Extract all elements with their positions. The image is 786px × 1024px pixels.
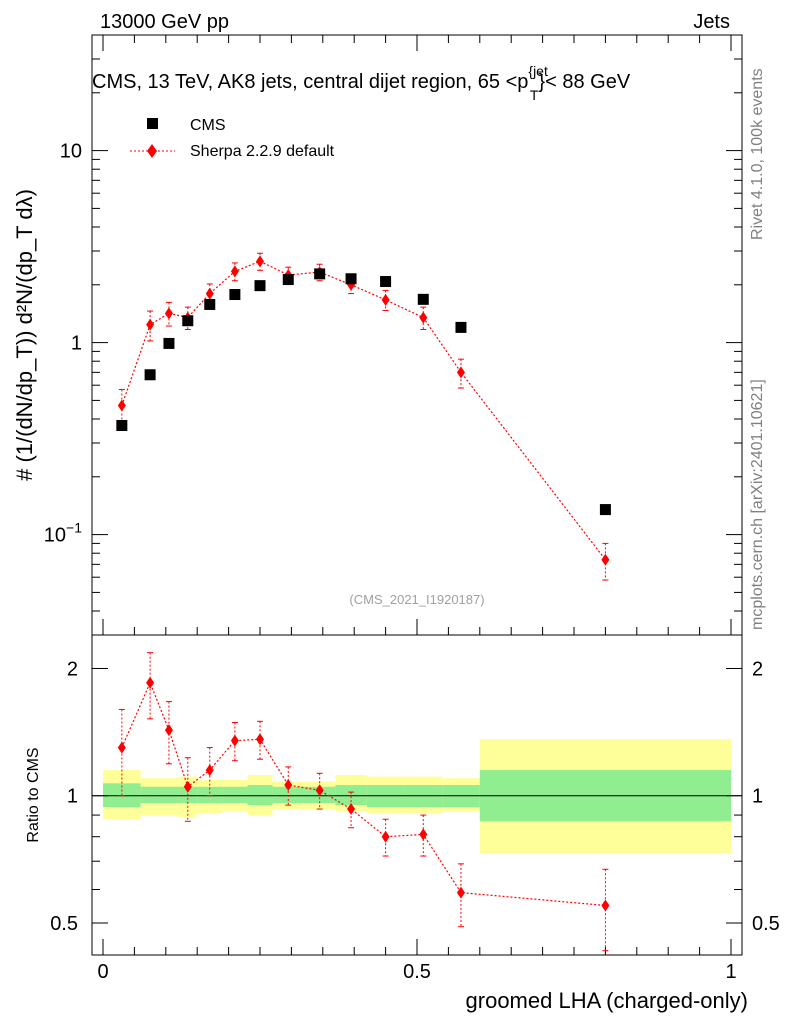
sherpa-point	[164, 307, 173, 320]
cms-point	[345, 273, 357, 285]
ratio-point	[419, 828, 428, 841]
sherpa-line	[121, 260, 606, 561]
sherpa-point	[601, 553, 610, 566]
ratio-point	[146, 676, 155, 689]
cms-point	[144, 369, 156, 381]
ratio-y-tick-label-right: 1	[752, 786, 763, 808]
cms-point	[380, 276, 392, 288]
x-tick-label: 0	[97, 961, 108, 983]
ratio-point	[315, 784, 324, 797]
ratio-y-label: Ratio to CMS	[25, 747, 42, 842]
y-tick-label: 10	[60, 141, 82, 163]
side-label-top: Rivet 4.1.0, 100k events	[749, 68, 766, 240]
tick-exp: −1	[66, 520, 82, 536]
ratio-y-tick-label: 1	[67, 786, 78, 808]
stat-band	[247, 785, 273, 806]
title-part: CMS, 13 TeV, AK8 jets, central dijet reg…	[92, 71, 528, 93]
sherpa-point	[230, 265, 239, 278]
legend: CMS Sherpa 2.2.9 default	[130, 117, 335, 160]
tick-base: 10	[44, 525, 66, 547]
y-tick-label: 1	[71, 333, 82, 355]
sherpa-point	[456, 366, 465, 379]
sherpa-point	[419, 311, 428, 324]
stat-band	[140, 786, 160, 804]
y-axis-title: # (1/(dN/dp_T)) d²N/(dp_T dλ)	[12, 189, 37, 481]
plot-title: CMS, 13 TeV, AK8 jets, central dijet reg…	[92, 63, 631, 103]
y-tick-label: 10−1	[44, 520, 82, 547]
cms-point	[182, 315, 194, 327]
legend-sherpa-marker	[147, 144, 157, 158]
ratio-panel: 0.5 0.5 1 1 2 2 0 0.5 1 Ratio to CMS groomed LHA…	[25, 634, 780, 1013]
legend-sherpa-label: Sherpa 2.2.9 default	[190, 143, 335, 160]
ratio-point	[183, 780, 192, 793]
cms-point	[417, 293, 429, 305]
x-axis-label: groomed LHA (charged-only)	[466, 988, 748, 1013]
cms-point	[254, 280, 266, 292]
ratio-uncertainty-bands	[92, 739, 742, 854]
energy-label: 13000 GeV pp	[100, 11, 229, 33]
cms-point	[599, 504, 611, 516]
title-part: }< 88 GeV	[538, 71, 630, 93]
legend-cms-label: CMS	[190, 117, 226, 134]
ratio-point	[381, 830, 390, 843]
cms-point	[204, 298, 216, 310]
title-part: {jet	[528, 63, 548, 79]
sherpa-point	[146, 318, 155, 331]
ratio-point	[256, 733, 264, 746]
sherpa-point	[381, 293, 390, 306]
stat-band	[197, 786, 223, 804]
cms-point	[163, 337, 175, 349]
ratio-point	[347, 803, 356, 816]
main-plot-marks	[116, 252, 611, 581]
stat-band	[159, 786, 179, 804]
side-label-bottom: mcplots.cern.ch [arXiv:2401.10621]	[749, 379, 766, 630]
sherpa-point	[117, 399, 126, 412]
cms-point	[455, 321, 467, 333]
title-part: T	[530, 87, 539, 103]
x-tick-label: 0.5	[403, 961, 431, 983]
process-label: Jets	[693, 11, 730, 33]
ratio-point	[164, 724, 173, 737]
cms-point	[116, 420, 128, 432]
stat-band	[222, 786, 248, 804]
ratio-point	[284, 779, 293, 792]
ratio-y-tick-label-right: 2	[752, 658, 763, 680]
ratio-y-tick-label-right: 0.5	[752, 913, 780, 935]
ratio-y-tick-label: 2	[67, 658, 78, 680]
analysis-id: (CMS_2021_I1920187)	[349, 592, 484, 607]
ratio-point	[230, 734, 239, 747]
legend-cms-marker	[147, 118, 158, 129]
ratio-axis-ticks: 0.5 0.5 1 1 2 2 0 0.5 1	[50, 658, 780, 983]
ratio-point	[117, 741, 126, 754]
cms-point	[282, 274, 294, 286]
x-tick-label: 1	[725, 961, 736, 983]
sherpa-point	[205, 287, 214, 300]
y-axis-title-text: # (1/(dN/dp_T)) d²N/(dp_T dλ)	[12, 189, 37, 481]
sherpa-point	[256, 255, 264, 268]
cms-point	[229, 289, 241, 301]
ratio-plot-marks	[117, 652, 610, 952]
cms-point	[314, 268, 326, 280]
ratio-point	[601, 899, 610, 912]
stat-band	[335, 785, 367, 806]
ratio-point	[205, 764, 214, 777]
ratio-y-tick-label: 0.5	[50, 913, 78, 935]
ratio-point	[456, 886, 465, 899]
